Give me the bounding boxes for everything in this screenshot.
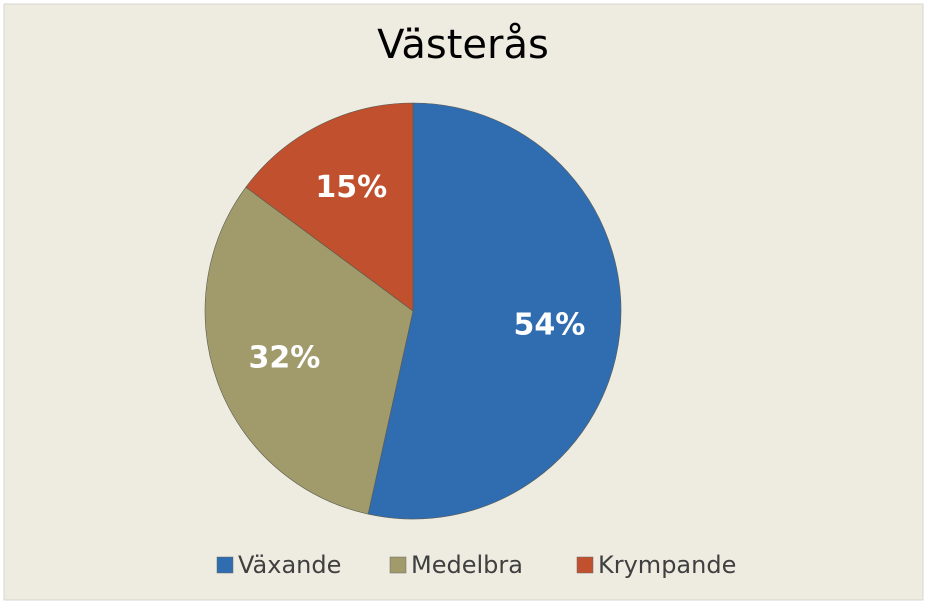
data-label: 15% <box>315 170 387 205</box>
legend-label: Medelbra <box>411 551 523 579</box>
legend-swatch <box>216 556 234 574</box>
legend-swatch <box>389 556 407 574</box>
data-label: 32% <box>249 341 321 376</box>
pie-slice <box>245 102 414 312</box>
data-label: 54% <box>514 307 586 342</box>
chart-title: Västerås <box>377 22 549 68</box>
pie-slice <box>204 186 414 515</box>
legend-label: Krympande <box>598 551 736 579</box>
legend-swatch <box>576 556 594 574</box>
legend-label: Växande <box>238 551 341 579</box>
pie-slice <box>367 102 622 520</box>
